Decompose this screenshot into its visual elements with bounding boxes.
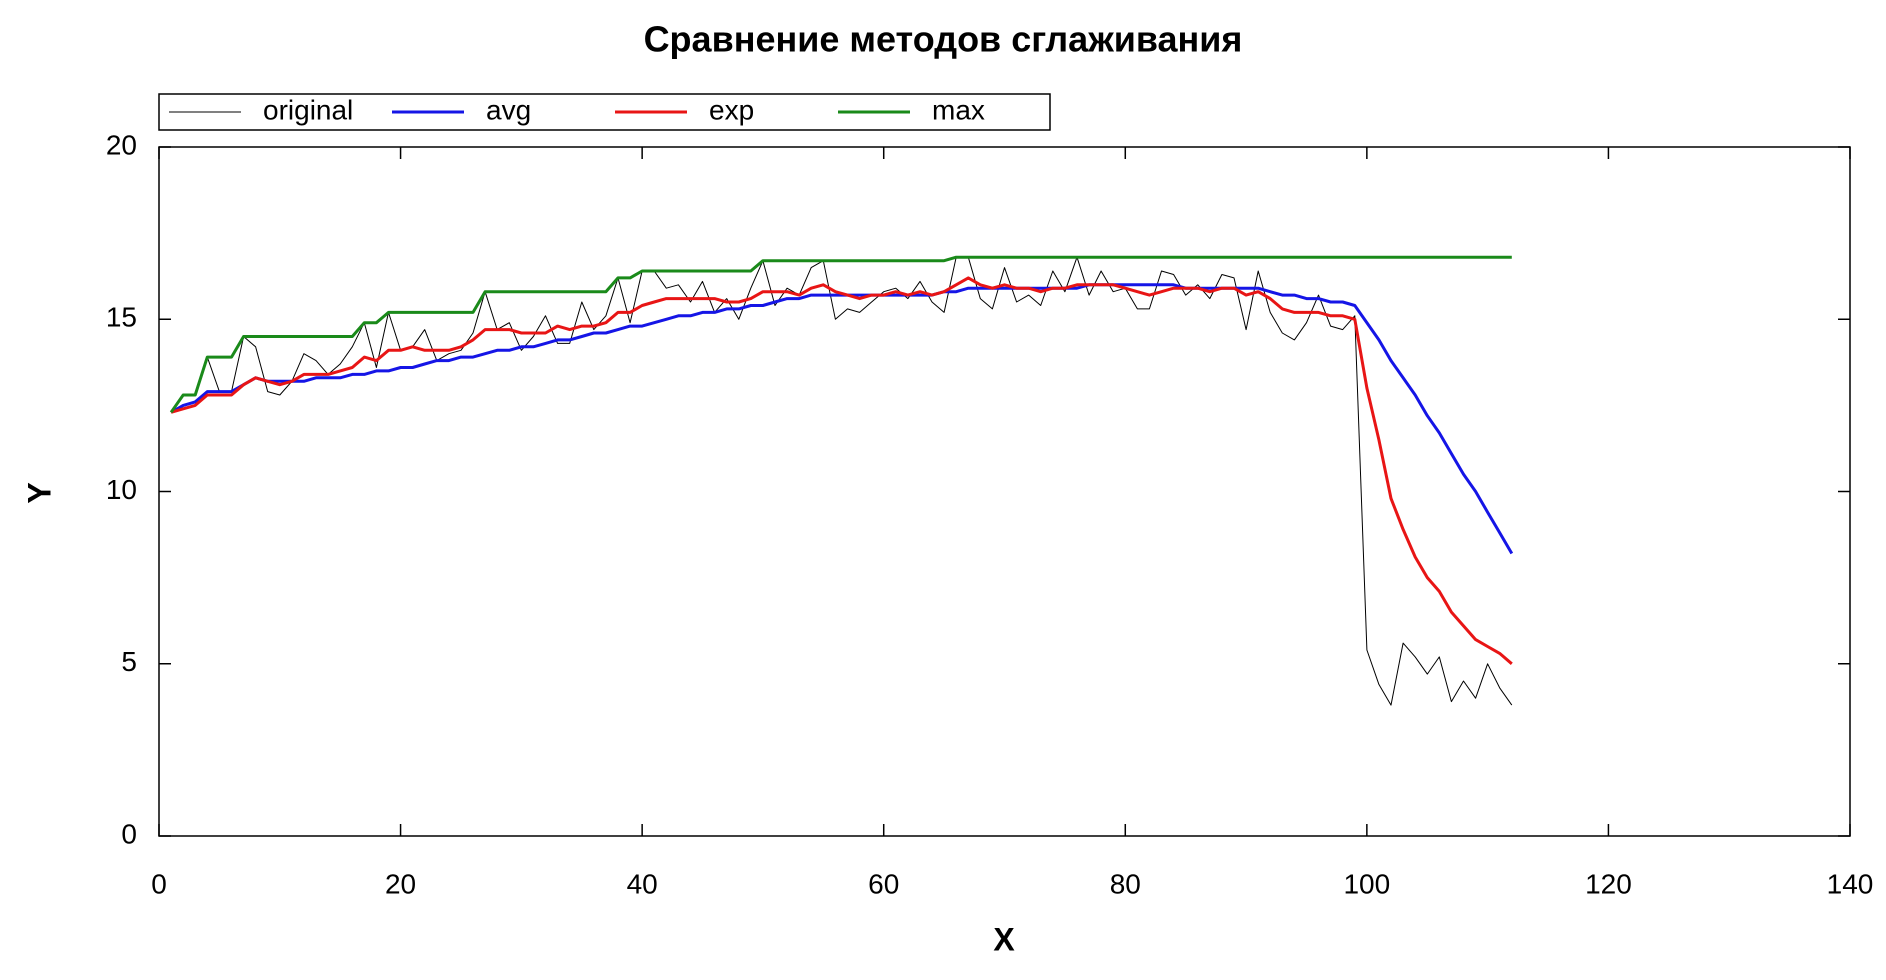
plot-frame	[158, 146, 1851, 837]
legend-label: exp	[709, 94, 754, 125]
legend-label: avg	[486, 94, 531, 125]
y-axis-label: Y	[21, 482, 57, 503]
x-tick-label: 20	[385, 868, 416, 899]
legend-label: original	[263, 94, 353, 125]
x-tick-label: 40	[627, 868, 658, 899]
series-line	[170, 276, 1513, 665]
legend-label: max	[932, 94, 985, 125]
x-tick-label: 80	[1110, 868, 1141, 899]
x-tick-label: 60	[868, 868, 899, 899]
y-tick-label: 20	[106, 129, 137, 160]
series-line	[170, 283, 1514, 555]
x-tick-label: 140	[1827, 868, 1874, 899]
x-tick-label: 120	[1585, 868, 1632, 899]
y-tick-label: 0	[121, 818, 137, 849]
y-tick-label: 5	[121, 646, 137, 677]
x-tick-label: 0	[151, 868, 167, 899]
series-line	[170, 256, 1513, 706]
series-line	[169, 255, 1512, 414]
chart-title: Сравнение методов сглаживания	[644, 19, 1243, 60]
y-tick-label: 15	[106, 302, 137, 333]
x-tick-label: 100	[1343, 868, 1390, 899]
x-axis-label: X	[993, 921, 1015, 957]
y-tick-label: 10	[106, 474, 137, 505]
